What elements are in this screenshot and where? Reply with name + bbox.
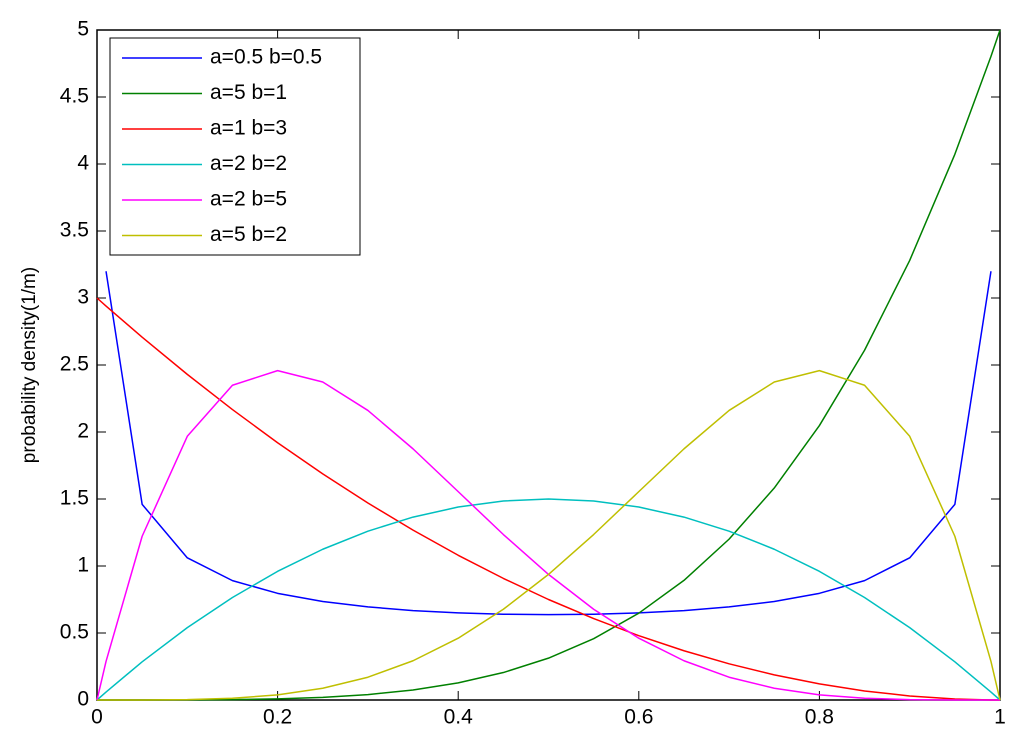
legend-box (109, 37, 361, 256)
y-tick-label: 2.5 (60, 353, 89, 376)
y-tick-label: 3.5 (60, 219, 89, 242)
y-axis-label: probability density(1/m) (19, 267, 40, 463)
series-line (96, 297, 1001, 701)
x-tick-label: 0 (91, 706, 103, 729)
series-line (97, 29, 1001, 701)
x-tick-label: 0.2 (263, 706, 292, 729)
x-tick-label: 0.6 (624, 706, 653, 729)
y-tick-label: 1 (77, 554, 89, 577)
legend-label: a=2 b=2 (210, 152, 287, 175)
legend-label: a=5 b=1 (210, 81, 287, 104)
y-tick-label: 2 (77, 420, 89, 443)
x-tick-label: 0.8 (805, 706, 834, 729)
y-tick-label: 1.5 (60, 487, 89, 510)
series-line (96, 498, 1001, 701)
y-tick-label: 3 (77, 286, 89, 309)
series-line (97, 369, 1001, 701)
y-tick-label: 0 (77, 688, 89, 711)
legend-label: a=2 b=5 (210, 188, 287, 211)
legend-label: a=1 b=3 (210, 117, 287, 140)
y-tick-label: 0.5 (60, 621, 89, 644)
x-tick-label: 1 (994, 706, 1006, 729)
series-line (105, 271, 992, 616)
y-tick-label: 4 (77, 152, 89, 175)
legend-label: a=0.5 b=0.5 (210, 46, 322, 69)
y-tick-label: 4.5 (60, 85, 89, 108)
x-tick-label: 0.4 (444, 706, 474, 729)
y-tick-label: 5 (77, 18, 89, 41)
legend-label: a=5 b=2 (210, 223, 287, 246)
